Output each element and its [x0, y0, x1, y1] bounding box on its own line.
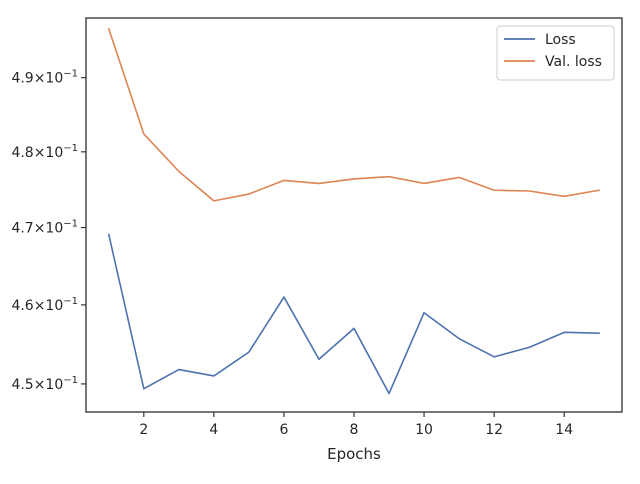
- series-line-loss: [107, 233, 601, 395]
- legend-label: Loss: [545, 32, 576, 48]
- y-tick-label: 4.6×10−1: [11, 296, 78, 314]
- y-tick-label: 4.8×10−1: [11, 143, 78, 161]
- plot-frame: [85, 17, 623, 413]
- x-tick-label: 6: [279, 422, 288, 438]
- x-axis: 2 4 6 8 10 12 14: [139, 412, 573, 438]
- y-axis: 4.5×10−1 4.6×10−1 4.7×10−1 4.8×10−1 4.9×10−1: [11, 69, 86, 393]
- x-tick-label: 10: [415, 422, 433, 438]
- x-tick-label: 12: [485, 422, 503, 438]
- x-tick-label: 8: [350, 422, 359, 438]
- x-tick-label: 4: [209, 422, 218, 438]
- series-line-val-loss: [107, 28, 601, 202]
- legend-label: Val. loss: [545, 54, 602, 70]
- x-tick-label: 14: [555, 422, 573, 438]
- series-lines: [107, 28, 601, 395]
- x-axis-label: Epochs: [327, 445, 381, 463]
- y-tick-label: 4.5×10−1: [11, 375, 78, 393]
- x-tick-label: 2: [139, 422, 148, 438]
- legend: Loss Val. loss: [496, 25, 615, 81]
- y-tick-label: 4.7×10−1: [11, 219, 78, 237]
- y-tick-label: 4.9×10−1: [11, 69, 78, 87]
